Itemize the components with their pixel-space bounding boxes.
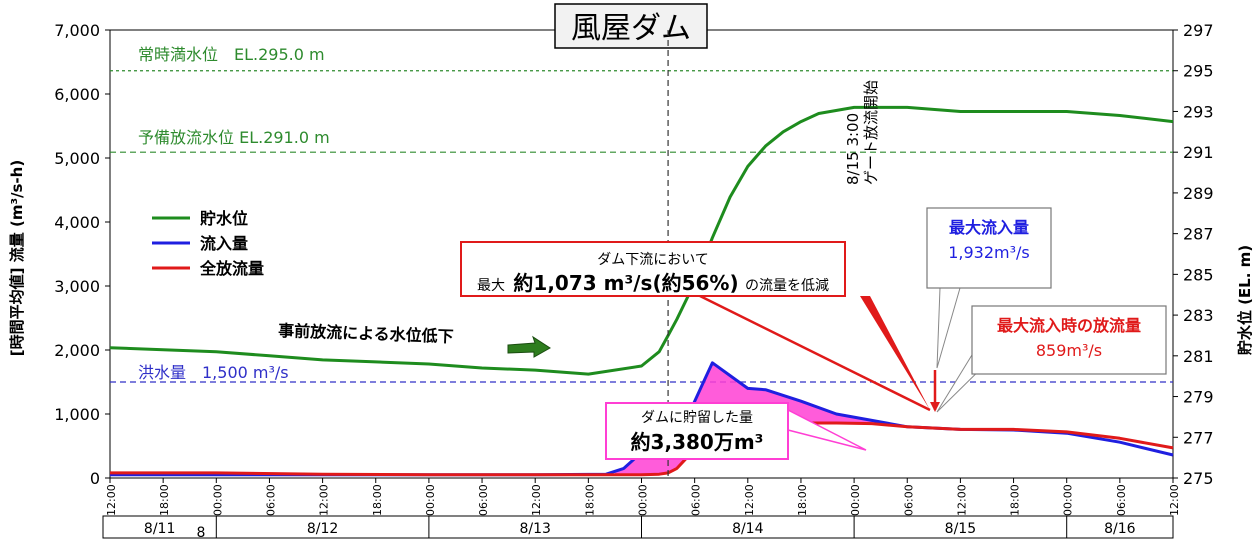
x-tick-label: 18:00 xyxy=(583,484,596,516)
flood-discharge-label: 洪水量 1,500 m³/s xyxy=(138,363,289,382)
peak-inflow-label: 最大流入量 xyxy=(949,218,1029,237)
x-tick-label: 12:00 xyxy=(1168,484,1181,516)
date-label: 8/12 xyxy=(307,521,338,537)
left-axis-ticks: 0 1,000 2,000 3,000 4,000 5,000 6,000 7,000 xyxy=(54,21,110,488)
drawdown-label: 事前放流による水位低下 xyxy=(278,321,454,346)
left-tick-label: 3,000 xyxy=(54,277,100,296)
preliminary-release-level-label: 予備放流水位 EL.291.0 m xyxy=(138,128,330,147)
reduction-prefix: 最大 xyxy=(477,278,505,294)
right-tick-label: 297 xyxy=(1183,21,1214,40)
date-row-stray-label: 8 xyxy=(197,525,206,541)
legend-label-release: 全放流量 xyxy=(199,259,264,278)
storage-value: 約3,380万m³ xyxy=(631,430,764,454)
left-tick-label: 1,000 xyxy=(54,405,100,424)
x-tick-label: 06:00 xyxy=(690,484,703,516)
date-label: 8/13 xyxy=(519,521,550,537)
left-tick-label: 5,000 xyxy=(54,149,100,168)
legend-label-inflow: 流入量 xyxy=(200,234,248,253)
x-tick-label: 12:00 xyxy=(318,484,331,516)
x-tick-label: 00:00 xyxy=(1062,484,1075,516)
right-tick-label: 275 xyxy=(1183,469,1214,488)
right-tick-label: 291 xyxy=(1183,143,1214,162)
right-tick-label: 281 xyxy=(1183,347,1214,366)
date-row: 8/11 8/12 8/13 8/14 8/15 8/16 8 xyxy=(102,515,1174,541)
gate-release-label: ゲート放流開始 xyxy=(862,80,880,185)
x-tick-label: 06:00 xyxy=(902,484,915,516)
chart-title: 風屋ダム xyxy=(571,11,691,46)
right-tick-label: 285 xyxy=(1183,265,1214,284)
date-label: 8/15 xyxy=(945,521,976,537)
reference-lines xyxy=(110,70,1173,383)
left-tick-label: 0 xyxy=(90,469,100,488)
normal-water-level-label: 常時満水位 EL.295.0 m xyxy=(138,45,325,64)
x-tick-label: 00:00 xyxy=(211,484,224,516)
x-tick-label: 12:00 xyxy=(530,484,543,516)
date-label: 8/14 xyxy=(732,521,764,537)
peak-inflow-box xyxy=(926,207,1052,289)
x-tick-label: 18:00 xyxy=(1009,484,1022,516)
y-axis-left-label: [時間平均値] 流量 (m³/s-h) xyxy=(8,160,26,356)
x-tick-label: 18:00 xyxy=(158,484,171,516)
right-tick-label: 283 xyxy=(1183,306,1214,325)
legend: 貯水位 流入量 全放流量 xyxy=(152,209,264,278)
right-tick-label: 287 xyxy=(1183,225,1214,244)
left-tick-label: 4,000 xyxy=(54,213,100,232)
x-tick-label: 12:00 xyxy=(743,484,756,516)
right-tick-label: 289 xyxy=(1183,184,1214,203)
x-tick-label: 00:00 xyxy=(637,484,650,516)
peak-inflow-pointer xyxy=(936,287,961,369)
reduction-value: 約1,073 m³/s(約56%) xyxy=(513,271,738,295)
left-tick-label: 6,000 xyxy=(54,85,100,104)
right-tick-label: 293 xyxy=(1183,102,1214,121)
reduction-suffix: の流量を低減 xyxy=(745,277,829,294)
x-tick-label: 18:00 xyxy=(796,484,809,516)
release-peak-label: 最大流入時の放流量 xyxy=(997,316,1141,335)
reduction-callout-line xyxy=(699,294,931,412)
left-tick-label: 7,000 xyxy=(54,21,100,40)
x-tick-label: 12:00 xyxy=(955,484,968,516)
reduction-line1: ダム下流において xyxy=(597,252,709,268)
right-axis-ticks: 275 277 279 281 283 285 287 289 291 293 295 297 xyxy=(1173,21,1214,488)
x-tick-label: 06:00 xyxy=(264,484,277,516)
title-box xyxy=(554,3,708,49)
x-tick-label: 06:00 xyxy=(1115,484,1128,516)
release-peak-value: 859m³/s xyxy=(1036,341,1102,360)
x-tick-label: 06:00 xyxy=(477,484,490,516)
right-tick-label: 279 xyxy=(1183,388,1214,407)
right-tick-label: 277 xyxy=(1183,428,1214,447)
x-tick-label: 00:00 xyxy=(424,484,437,516)
storage-label: ダムに貯留した量 xyxy=(641,410,753,426)
legend-label-water-level: 貯水位 xyxy=(200,209,248,228)
x-tick-label: 00:00 xyxy=(849,484,862,516)
date-label: 8/11 xyxy=(144,521,175,537)
right-tick-label: 295 xyxy=(1183,62,1214,81)
left-tick-label: 2,000 xyxy=(54,341,100,360)
y-axis-right-label: 貯水位 (EL. m) xyxy=(1236,245,1254,355)
peak-inflow-value: 1,932m³/s xyxy=(948,243,1030,262)
reduction-line2: 最大 約1,073 m³/s(約56%) の流量を低減 xyxy=(477,271,829,295)
date-label: 8/16 xyxy=(1104,521,1136,537)
release-peak-box xyxy=(971,305,1167,375)
date-row-frame xyxy=(102,515,1174,539)
gate-release-time: 8/15 3:00 xyxy=(844,113,862,185)
x-axis-ticks: 12:00 18:00 00:00 06:00 12:00 18:00 00:00 06:00… xyxy=(105,478,1181,516)
x-tick-label: 12:00 xyxy=(105,484,118,516)
x-tick-label: 18:00 xyxy=(371,484,384,516)
storage-callout-box xyxy=(605,402,789,460)
drawdown-arrow xyxy=(507,335,551,358)
reduction-callout-box xyxy=(460,241,846,297)
reduction-callout-pointer xyxy=(860,296,930,410)
